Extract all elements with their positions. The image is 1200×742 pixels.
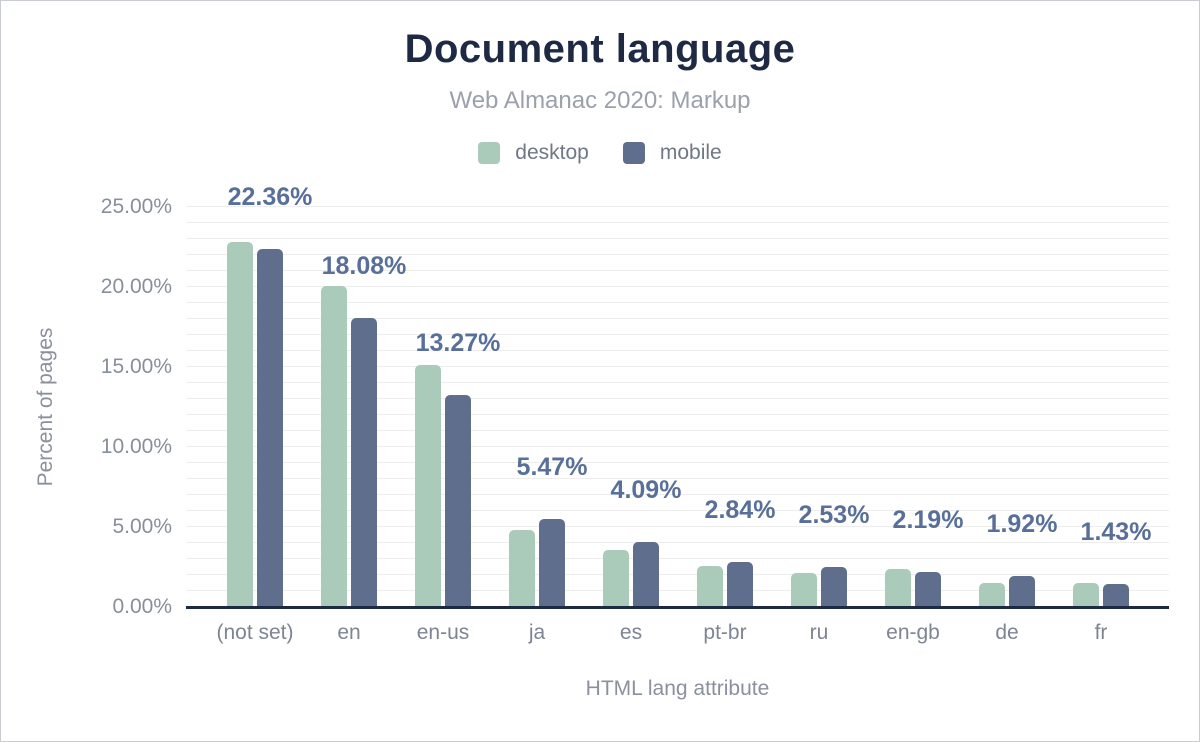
x-tick-label-de: de xyxy=(995,621,1019,644)
gridline xyxy=(186,430,1169,431)
y-tick-label: 0.00% xyxy=(112,595,172,618)
bar-group-de xyxy=(960,207,1054,607)
x-tick-label-en-gb: en-gb xyxy=(886,621,940,644)
gridline xyxy=(186,510,1169,511)
x-axis-line xyxy=(186,606,1169,609)
bar-mobile-fr xyxy=(1103,584,1129,607)
gridline xyxy=(186,366,1169,367)
gridline xyxy=(186,478,1169,479)
bar-mobile-es xyxy=(633,541,659,607)
gridline xyxy=(186,222,1169,223)
bar-desktop-en-gb xyxy=(885,569,911,607)
bar-desktop-en-us xyxy=(415,364,441,607)
gridline xyxy=(186,494,1169,495)
bar-mobile-pt-br xyxy=(727,561,753,607)
x-tick-label-ru: ru xyxy=(809,621,829,644)
value-label-ru: 2.53% xyxy=(798,500,870,529)
bar-mobile-en-us xyxy=(445,394,471,607)
legend-label-desktop: desktop xyxy=(515,141,589,164)
bar-group-fr xyxy=(1054,207,1148,607)
gridline xyxy=(186,350,1169,351)
gridline xyxy=(186,590,1169,591)
bar-groups xyxy=(208,207,1148,607)
gridline xyxy=(186,238,1169,239)
bar-group-ru xyxy=(772,207,866,607)
bar-mobile-de xyxy=(1009,576,1035,607)
chart-subtitle: Web Almanac 2020: Markup xyxy=(449,87,751,114)
value-label-en-gb: 2.19% xyxy=(892,505,964,534)
chart-title: Document language xyxy=(404,27,796,71)
bar-desktop-ja xyxy=(509,529,535,607)
y-tick-label: 20.00% xyxy=(100,275,172,298)
bar-desktop-en xyxy=(321,285,347,607)
gridline xyxy=(186,446,1169,447)
bar-mobile-ru xyxy=(821,566,847,607)
bar-mobile-en-gb xyxy=(915,571,941,607)
bar-group-en xyxy=(302,207,396,607)
y-tick-label: 15.00% xyxy=(100,355,172,378)
x-axis-title: HTML lang attribute xyxy=(585,677,770,700)
gridline xyxy=(186,382,1169,383)
x-tick-label-ja: ja xyxy=(528,621,546,644)
bar-group-notset xyxy=(208,207,302,607)
x-tick-label-es: es xyxy=(619,621,643,644)
gridline xyxy=(186,254,1169,255)
gridline xyxy=(186,574,1169,575)
gridline xyxy=(186,270,1169,271)
gridline xyxy=(186,462,1169,463)
legend-label-mobile: mobile xyxy=(659,141,722,164)
x-tick-label-fr: fr xyxy=(1094,621,1108,644)
value-label-fr: 1.43% xyxy=(1080,518,1152,547)
x-tick-label-notset: (not set) xyxy=(216,621,294,644)
value-label-pt-br: 2.84% xyxy=(704,495,776,524)
y-tick-label: 10.00% xyxy=(100,435,172,458)
gridline xyxy=(186,558,1169,559)
gridline xyxy=(186,526,1169,527)
gridline xyxy=(186,302,1169,303)
gridline xyxy=(186,542,1169,543)
bar-desktop-de xyxy=(979,583,1005,607)
x-tick-label-en-us: en-us xyxy=(416,621,470,644)
gridline xyxy=(186,206,1169,207)
plot-area: 22.36% 18.08% 13.27% 5.47% 4.09% 2.84% 2.53% 2.… xyxy=(186,183,1169,609)
value-label-en-us: 13.27% xyxy=(415,328,501,357)
bar-desktop-notset xyxy=(227,241,253,607)
bar-group-ja xyxy=(490,207,584,607)
bar-group-en-us xyxy=(396,207,490,607)
gridline xyxy=(186,334,1169,335)
bar-desktop-es xyxy=(603,550,629,607)
bar-desktop-pt-br xyxy=(697,565,723,607)
legend-item-mobile: mobile xyxy=(622,141,722,165)
y-tick-label: 5.00% xyxy=(112,515,172,538)
desktop-swatch-icon xyxy=(478,142,501,164)
legend: desktop mobile xyxy=(1,141,1199,165)
value-label-en: 18.08% xyxy=(321,251,407,280)
gridline xyxy=(186,318,1169,319)
x-tick-label-en: en xyxy=(337,621,361,644)
legend-item-desktop: desktop xyxy=(478,141,589,165)
gridline xyxy=(186,398,1169,399)
bar-group-es xyxy=(584,207,678,607)
y-tick-label: 25.00% xyxy=(100,195,172,218)
mobile-swatch-icon xyxy=(622,142,645,164)
bar-mobile-ja xyxy=(539,519,565,607)
value-label-es: 4.09% xyxy=(610,475,682,504)
bar-group-en-gb xyxy=(866,207,960,607)
gridline xyxy=(186,414,1169,415)
bar-mobile-notset xyxy=(257,249,283,607)
value-label-ja: 5.47% xyxy=(516,453,588,482)
gridline xyxy=(186,286,1169,287)
value-label-de: 1.92% xyxy=(986,510,1058,539)
bar-group-pt-br xyxy=(678,207,772,607)
bar-desktop-fr xyxy=(1073,583,1099,607)
value-label-notset: 22.36% xyxy=(227,183,313,212)
y-axis-title: Percent of pages xyxy=(34,327,57,487)
bar-desktop-ru xyxy=(791,573,817,607)
x-tick-label-pt-br: pt-br xyxy=(703,621,747,644)
bar-mobile-en xyxy=(351,317,377,607)
